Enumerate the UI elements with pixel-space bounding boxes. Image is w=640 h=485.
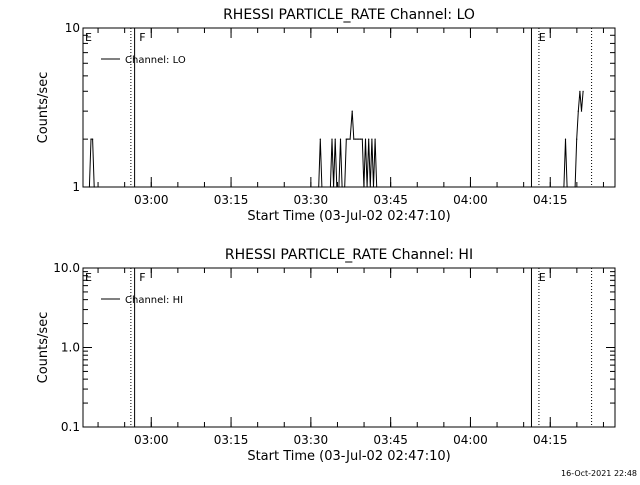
y-axis-label: Counts/sec [36, 72, 51, 144]
y-tick-label: 1.0 [61, 341, 80, 355]
data-point [359, 138, 361, 140]
data-point [321, 186, 323, 188]
data-point [580, 110, 583, 112]
x-tick-label: 03:30 [294, 193, 329, 207]
y-tick-label: 0.1 [61, 420, 80, 434]
data-point [376, 186, 378, 188]
data-point [563, 186, 565, 188]
data-point [579, 90, 581, 92]
data-point [331, 138, 333, 140]
data-point [364, 138, 367, 140]
data-point [577, 110, 579, 112]
flag-label: E [539, 271, 546, 284]
chart-title: RHESSI PARTICLE_RATE Channel: HI [225, 247, 473, 263]
footer-timestamp: 16-Oct-2021 22:48 [561, 469, 637, 478]
data-point [355, 138, 357, 140]
y-tick-label: 1 [72, 180, 80, 194]
data-point [372, 186, 375, 188]
legend-label: Channel: HI [125, 295, 183, 306]
data-point [90, 138, 92, 140]
data-point [363, 186, 365, 188]
plot-frame [82, 267, 616, 428]
data-point [374, 138, 376, 140]
data-point [369, 186, 371, 188]
chart-title: RHESSI PARTICLE_RATE Channel: LO [223, 7, 475, 23]
x-axis-label: Start Time (03-Jul-02 02:47:10) [247, 209, 450, 224]
data-point [368, 138, 370, 140]
x-tick-label: 03:30 [294, 433, 329, 447]
data-point [345, 138, 347, 140]
data-point [574, 186, 576, 188]
data-point [344, 186, 346, 188]
data-point [353, 138, 355, 140]
data-point [93, 186, 95, 188]
data-point [92, 138, 94, 140]
legend-label: Channel: LO [125, 55, 186, 66]
data-point [582, 90, 584, 92]
x-tick-label: 04:15 [533, 433, 568, 447]
x-tick-label: 03:15 [214, 433, 249, 447]
data-point [334, 138, 336, 140]
x-tick-label: 03:00 [134, 433, 169, 447]
plot-frame [82, 27, 616, 188]
data-point [576, 138, 578, 140]
data-point [366, 186, 368, 188]
y-tick-label: 10 [65, 21, 80, 35]
data-point [339, 138, 342, 140]
series-line-1 [88, 91, 584, 188]
data-point [361, 138, 363, 140]
data-point [336, 186, 338, 188]
x-tick-label: 04:15 [533, 193, 568, 207]
data-point [338, 186, 340, 188]
data-point [341, 186, 343, 188]
data-point [88, 186, 90, 188]
data-point [333, 186, 335, 188]
flag-label: F [139, 271, 145, 284]
flag-label: E [85, 31, 92, 44]
x-tick-label: 04:00 [453, 433, 488, 447]
x-tick-label: 03:45 [373, 433, 408, 447]
y-axis-label: Counts/sec [36, 312, 51, 384]
flag-label: F [139, 31, 145, 44]
data-point [318, 186, 320, 188]
chart-panel-1: RHESSI PARTICLE_RATE Channel: LO 1 10 03:00… [36, 7, 616, 224]
y-tick-label: 10.0 [53, 261, 80, 275]
x-tick-label: 04:00 [453, 193, 488, 207]
data-point [329, 186, 331, 188]
x-axis-label: Start Time (03-Jul-02 02:47:10) [247, 449, 450, 464]
chart-panel-2: RHESSI PARTICLE_RATE Channel: HI 0.1 1.0 10… [36, 247, 616, 464]
x-tick-label: 03:45 [373, 193, 408, 207]
flag-label: E [539, 31, 546, 44]
flag-label: E [85, 271, 92, 284]
data-point [564, 138, 567, 140]
data-point [351, 110, 353, 112]
data-point [371, 138, 373, 140]
x-tick-label: 03:15 [214, 193, 249, 207]
data-point [566, 186, 568, 188]
data-point [357, 138, 359, 140]
data-point [347, 138, 349, 140]
data-point [319, 138, 321, 140]
data-point [349, 138, 351, 140]
x-tick-label: 03:00 [134, 193, 169, 207]
